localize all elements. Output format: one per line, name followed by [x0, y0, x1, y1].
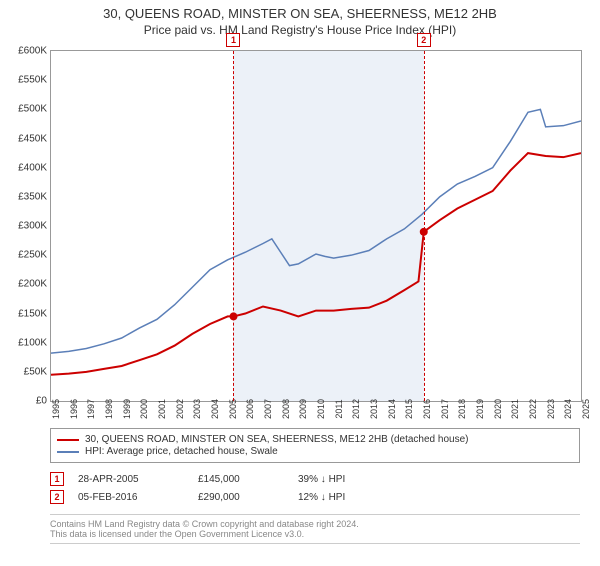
legend-swatch: [57, 451, 79, 453]
chart-area: £0£50K£100K£150K£200K£250K£300K£350K£400…: [50, 50, 582, 402]
footer: Contains HM Land Registry data © Crown c…: [50, 514, 580, 544]
sale-marker: 1: [50, 472, 64, 486]
y-axis-tick: £550K: [5, 75, 47, 86]
y-axis-tick: £400K: [5, 162, 47, 173]
sale-row: 1 28-APR-2005£145,00039% ↓ HPI: [50, 472, 580, 486]
legend-label: HPI: Average price, detached house, Swal…: [85, 446, 278, 457]
x-axis-tick: 1996: [69, 399, 79, 419]
footer-line: Contains HM Land Registry data © Crown c…: [50, 519, 580, 529]
chart-svg: [51, 51, 581, 401]
x-axis-tick: 2011: [334, 399, 344, 418]
x-axis-tick: 2007: [263, 399, 273, 419]
sale-date: 28-APR-2005: [78, 474, 198, 485]
series-line-hpi: [51, 109, 581, 353]
marker-vline: [233, 51, 234, 401]
y-axis-tick: £450K: [5, 133, 47, 144]
marker-label: 1: [226, 33, 240, 47]
x-axis-tick: 2015: [404, 399, 414, 419]
sale-diff: 39% ↓ HPI: [298, 474, 398, 485]
legend-label: 30, QUEENS ROAD, MINSTER ON SEA, SHEERNE…: [85, 434, 468, 445]
sale-price: £145,000: [198, 474, 298, 485]
x-axis-tick: 2023: [546, 399, 556, 419]
legend: 30, QUEENS ROAD, MINSTER ON SEA, SHEERNE…: [50, 428, 580, 463]
footer-line: This data is licensed under the Open Gov…: [50, 529, 580, 539]
y-axis-tick: £200K: [5, 279, 47, 290]
y-axis-tick: £250K: [5, 250, 47, 261]
series-line-property: [51, 153, 581, 375]
x-axis-tick: 2002: [175, 399, 185, 419]
marker-vline: [424, 51, 425, 401]
x-axis-tick: 2003: [192, 399, 202, 419]
x-axis-tick: 2020: [493, 399, 503, 419]
x-axis-tick: 2004: [210, 399, 220, 419]
x-axis-tick: 2000: [139, 399, 149, 419]
x-axis-tick: 2009: [298, 399, 308, 419]
x-axis-tick: 1997: [86, 399, 96, 419]
sale-date: 05-FEB-2016: [78, 492, 198, 503]
legend-swatch: [57, 439, 79, 441]
y-axis-tick: £0: [5, 396, 47, 407]
x-axis-tick: 2013: [369, 399, 379, 419]
sale-marker: 2: [50, 490, 64, 504]
x-axis-tick: 2010: [316, 399, 326, 419]
chart-subtitle: Price paid vs. HM Land Registry's House …: [0, 23, 600, 37]
y-axis-tick: £300K: [5, 221, 47, 232]
x-axis-tick: 1999: [122, 399, 132, 419]
sale-row: 2 05-FEB-2016£290,00012% ↓ HPI: [50, 490, 580, 504]
x-axis-tick: 2005: [228, 399, 238, 419]
sales-table: 1 28-APR-2005£145,00039% ↓ HPI 2 05-FEB-201…: [50, 468, 580, 508]
x-axis-tick: 2012: [351, 399, 361, 419]
sale-diff: 12% ↓ HPI: [298, 492, 398, 503]
x-axis-tick: 2016: [422, 399, 432, 419]
y-axis-tick: £150K: [5, 308, 47, 319]
x-axis-tick: 2008: [281, 399, 291, 419]
legend-item-hpi: HPI: Average price, detached house, Swal…: [57, 446, 573, 457]
marker-label: 2: [417, 33, 431, 47]
y-axis-tick: £350K: [5, 191, 47, 202]
x-axis-tick: 2024: [563, 399, 573, 419]
y-axis-tick: £100K: [5, 337, 47, 348]
legend-item-property: 30, QUEENS ROAD, MINSTER ON SEA, SHEERNE…: [57, 434, 573, 445]
x-axis-tick: 2019: [475, 399, 485, 419]
y-axis-tick: £500K: [5, 104, 47, 115]
x-axis-tick: 2025: [581, 399, 591, 419]
x-axis-tick: 2017: [440, 399, 450, 419]
x-axis-tick: 2014: [387, 399, 397, 419]
x-axis-tick: 2001: [157, 399, 167, 419]
y-axis-tick: £50K: [5, 366, 47, 377]
x-axis-tick: 2018: [457, 399, 467, 419]
x-axis-tick: 1998: [104, 399, 114, 419]
x-axis-tick: 2022: [528, 399, 538, 419]
x-axis-tick: 1995: [51, 399, 61, 419]
chart-title: 30, QUEENS ROAD, MINSTER ON SEA, SHEERNE…: [0, 6, 600, 21]
x-axis-tick: 2006: [245, 399, 255, 419]
sale-price: £290,000: [198, 492, 298, 503]
x-axis-tick: 2021: [510, 399, 520, 419]
y-axis-tick: £600K: [5, 46, 47, 57]
